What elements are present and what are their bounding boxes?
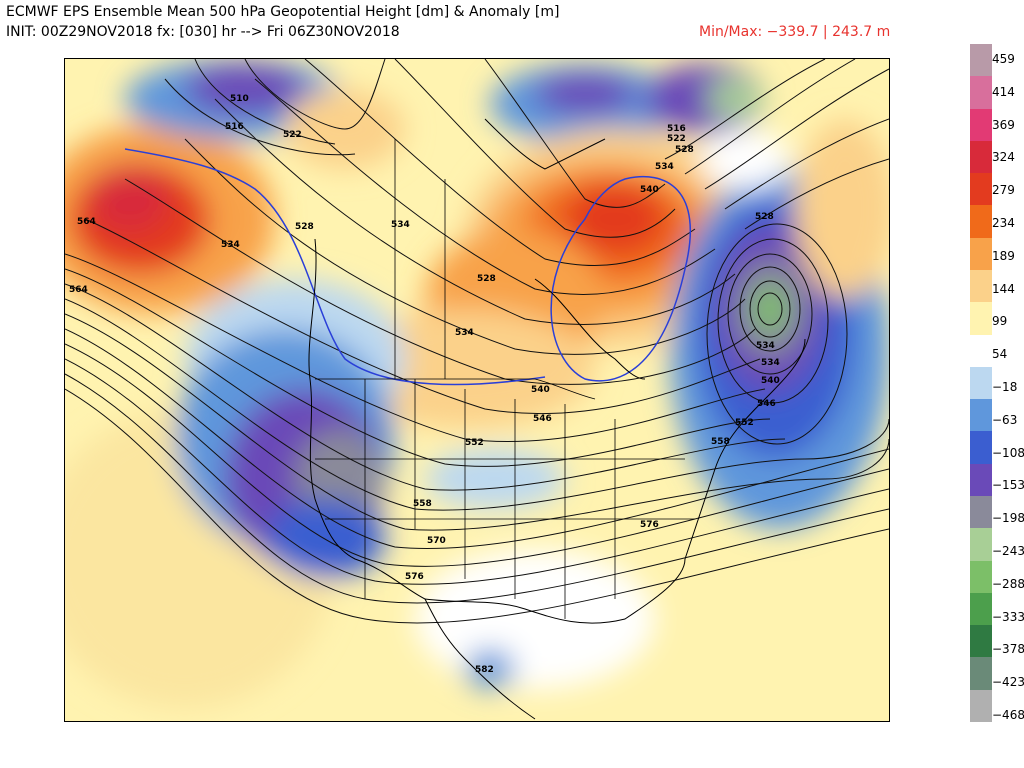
- colorbar-tick-label: −153: [992, 478, 1024, 493]
- colorbar-tick-label: 279: [992, 183, 1015, 198]
- contour-label-534: 534: [391, 220, 410, 230]
- colorbar-swatch: [970, 657, 992, 691]
- contour-label-522: 522: [667, 134, 686, 144]
- colorbar-swatch: [970, 140, 992, 174]
- contour-label-576: 576: [640, 520, 659, 530]
- colorbar: [970, 44, 992, 723]
- colorbar-tick-label: 459: [992, 52, 1015, 66]
- colorbar-tick-label: −378: [992, 642, 1024, 657]
- colorbar-tick-label: −423: [992, 675, 1024, 690]
- colorbar-tick-label: 189: [992, 248, 1015, 263]
- colorbar-swatch: [970, 302, 992, 336]
- colorbar-tick-label: 54: [992, 347, 1008, 362]
- zero-anomaly-contour: [550, 175, 691, 382]
- colorbar-swatch: [970, 399, 992, 432]
- colorbar-tick-label: −198: [992, 511, 1024, 526]
- colorbar-tick-label: −288: [992, 576, 1024, 591]
- contour-label-558: 558: [413, 499, 432, 509]
- contour-label-516: 516: [225, 122, 244, 132]
- colorbar-swatch: [970, 173, 992, 206]
- contour-labels: 510 516 522 564 564 534 528 534 528 534 …: [69, 94, 780, 675]
- contour-label-534: 534: [655, 162, 674, 172]
- height-contours: [65, 59, 889, 624]
- contour-label-540: 540: [531, 385, 550, 395]
- colorbar-swatch: [970, 689, 992, 723]
- contour-label-528: 528: [675, 145, 694, 155]
- colorbar-swatch: [970, 431, 992, 465]
- colorbar-swatch: [970, 496, 992, 529]
- colorbar-swatch: [970, 76, 992, 110]
- colorbar-swatch: [970, 108, 992, 142]
- colorbar-swatch: [970, 592, 992, 626]
- political-borders: [315, 139, 695, 619]
- colorbar-swatch: [970, 560, 992, 594]
- contour-label-546: 546: [533, 414, 552, 424]
- contour-label-528: 528: [477, 274, 496, 284]
- anomaly-map: 510 516 522 564 564 534 528 534 528 534 …: [64, 58, 890, 722]
- contour-label-558: 558: [711, 437, 730, 447]
- contour-label-564: 564: [77, 217, 96, 227]
- contour-label-510: 510: [230, 94, 249, 104]
- colorbar-swatch: [970, 366, 992, 400]
- colorbar-tick-label: −243: [992, 544, 1024, 558]
- contour-label-564: 564: [69, 285, 88, 295]
- contour-label-540: 540: [640, 185, 659, 195]
- colorbar-swatch: [970, 44, 992, 77]
- colorbar-swatch: [970, 528, 992, 562]
- colorbar-tick-label: 369: [992, 117, 1015, 132]
- colorbar-tick-label: −18: [992, 380, 1018, 394]
- colorbar-swatch: [970, 625, 992, 658]
- contour-label-528: 528: [755, 212, 774, 222]
- contour-label-534: 534: [756, 341, 775, 351]
- contour-label-528: 528: [295, 222, 314, 232]
- coastlines: [308, 118, 806, 720]
- contour-label-522: 522: [283, 130, 302, 140]
- colorbar-tick-label: 99: [992, 314, 1008, 329]
- colorbar-swatch: [970, 463, 992, 497]
- init-forecast-line: INIT: 00Z29NOV2018 fx: [030] hr --> Fri …: [6, 24, 400, 40]
- colorbar-swatch: [970, 270, 992, 303]
- contour-label-534: 534: [221, 240, 240, 250]
- chart-title: ECMWF EPS Ensemble Mean 500 hPa Geopoten…: [6, 4, 560, 20]
- min-max-readout: Min/Max: −339.7 | 243.7 m: [699, 24, 891, 40]
- colorbar-swatch: [970, 334, 992, 368]
- colorbar-swatch: [970, 205, 992, 239]
- contour-label-552: 552: [465, 438, 484, 448]
- contour-label-534: 534: [455, 328, 474, 338]
- colorbar-tick-label: 414: [992, 84, 1015, 99]
- contour-label-534: 534: [761, 358, 780, 368]
- colorbar-tick-label: 324: [992, 150, 1015, 165]
- colorbar-tick-label: −63: [992, 412, 1018, 427]
- colorbar-tick-label: −468: [992, 708, 1024, 722]
- contour-label-552: 552: [735, 418, 754, 428]
- colorbar-tick-label: 144: [992, 281, 1015, 296]
- colorbar-tick-label: −108: [992, 445, 1024, 460]
- contour-label-546: 546: [757, 399, 776, 409]
- contour-label-540: 540: [761, 376, 780, 386]
- colorbar-swatch: [970, 237, 992, 271]
- contour-label-516: 516: [667, 124, 686, 134]
- contour-label-570: 570: [427, 536, 446, 546]
- colorbar-tick-label: −333: [992, 609, 1024, 624]
- contour-label-582: 582: [475, 665, 494, 675]
- map-canvas: 510 516 522 564 564 534 528 534 528 534 …: [65, 59, 889, 721]
- contour-label-576: 576: [405, 572, 424, 582]
- colorbar-tick-label: 234: [992, 216, 1015, 230]
